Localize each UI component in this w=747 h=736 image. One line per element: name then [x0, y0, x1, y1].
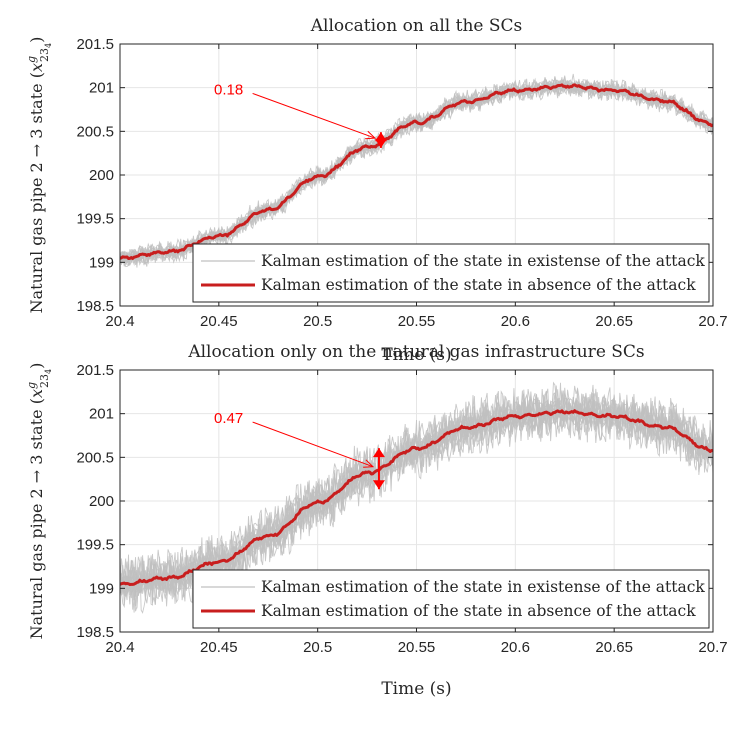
series-nominal-line [120, 83, 713, 261]
x-tick-label: 20.7 [698, 639, 727, 656]
spread-arrow-head-down [374, 138, 387, 148]
y-tick-label: 201.5 [76, 362, 114, 379]
x-tick-label: 20.45 [200, 639, 238, 656]
legend-box [192, 243, 710, 303]
y-tick-label: 198.5 [76, 298, 114, 315]
y-tick-label: 201 [89, 80, 114, 97]
y-axis: 198.5 199 199.5 200 200.5 201 201.5 [76, 362, 713, 641]
legend-label-nominal: Kalman estimation of the state in absenc… [261, 602, 696, 620]
y-tick-label: 200.5 [76, 449, 114, 466]
x-tick-label: 20.6 [501, 313, 530, 330]
legend: Kalman estimation of the state in existe… [192, 243, 710, 303]
legend-label-attacked: Kalman estimation of the state in existe… [261, 252, 705, 270]
series-nominal-line [120, 409, 713, 586]
x-tick-label: 20.5 [303, 313, 332, 330]
y-tick-label: 201 [89, 406, 114, 423]
annotation-pointer-head [365, 130, 377, 140]
y-axis-label: Natural gas pipe 2 → 3 state (xg234) [25, 37, 53, 314]
x-tick-label: 20.55 [398, 639, 436, 656]
annotation-label: 0.18 [214, 81, 243, 98]
x-axis: 20.4 20.45 20.5 20.55 20.6 20.65 20.7 [105, 370, 728, 656]
y-label-sup: g [25, 56, 38, 63]
legend-label-attacked: Kalman estimation of the state in existe… [261, 578, 705, 596]
y-label-subsub: 4 [44, 369, 53, 374]
y-label-var: x [27, 389, 46, 398]
chart-title: Allocation only on the natural gas infra… [187, 342, 644, 362]
annotation-pointer-head [363, 459, 375, 468]
y-axis: 198.5 199 199.5 200 200.5 201 201.5 [76, 36, 713, 315]
annotation-pointer-line [252, 421, 374, 468]
legend-label-nominal: Kalman estimation of the state in absenc… [261, 276, 696, 294]
x-axis-label: Time (s) [381, 345, 451, 365]
y-tick-label: 200.5 [76, 123, 114, 140]
legend-box [192, 569, 710, 629]
x-tick-label: 20.7 [698, 313, 727, 330]
annotation-pointer-line [252, 92, 376, 139]
x-axis-label: Time (s) [381, 679, 451, 699]
y-label-close: ) [27, 37, 46, 43]
y-label-main: Natural gas pipe 2 → 3 state ( [27, 72, 46, 313]
x-tick-label: 20.4 [105, 639, 134, 656]
y-tick-label: 200 [89, 167, 114, 184]
y-label-subsub: 4 [44, 43, 53, 48]
x-tick-label: 20.65 [595, 639, 633, 656]
series-attacked-band [120, 73, 713, 268]
y-label-main: Natural gas pipe 2 → 3 state ( [27, 398, 46, 639]
y-tick-label: 198.5 [76, 624, 114, 641]
y-label-sub: 23 [38, 374, 51, 388]
y-tick-label: 199 [89, 580, 114, 597]
annotation-spread: 0.18 [214, 81, 387, 148]
y-axis-label: Natural gas pipe 2 → 3 state (xg234) [25, 363, 53, 640]
x-tick-label: 20.4 [105, 313, 134, 330]
y-tick-label: 199 [89, 254, 114, 271]
x-tick-label: 20.6 [501, 639, 530, 656]
y-label-sub: 23 [38, 48, 51, 62]
spread-arrow-head-down [372, 480, 385, 490]
y-label-var: x [27, 63, 46, 72]
x-tick-label: 20.55 [398, 313, 436, 330]
x-axis: 20.4 20.45 20.5 20.55 20.6 20.65 20.7 [105, 44, 728, 330]
attacked-trace-line [120, 387, 713, 612]
y-label-sup: g [25, 382, 38, 389]
y-tick-label: 200 [89, 493, 114, 510]
y-tick-label: 201.5 [76, 36, 114, 53]
annotation-label: 0.47 [214, 410, 243, 427]
x-tick-label: 20.5 [303, 639, 332, 656]
y-tick-label: 199.5 [76, 211, 114, 228]
x-tick-label: 20.45 [200, 313, 238, 330]
y-tick-label: 199.5 [76, 537, 114, 554]
x-tick-label: 20.65 [595, 313, 633, 330]
spread-arrow-head-up [372, 448, 385, 458]
legend: Kalman estimation of the state in existe… [192, 569, 710, 629]
chart-title: Allocation on all the SCs [310, 16, 523, 36]
y-label-close: ) [27, 363, 46, 369]
annotation-spread: 0.47 [214, 410, 385, 490]
